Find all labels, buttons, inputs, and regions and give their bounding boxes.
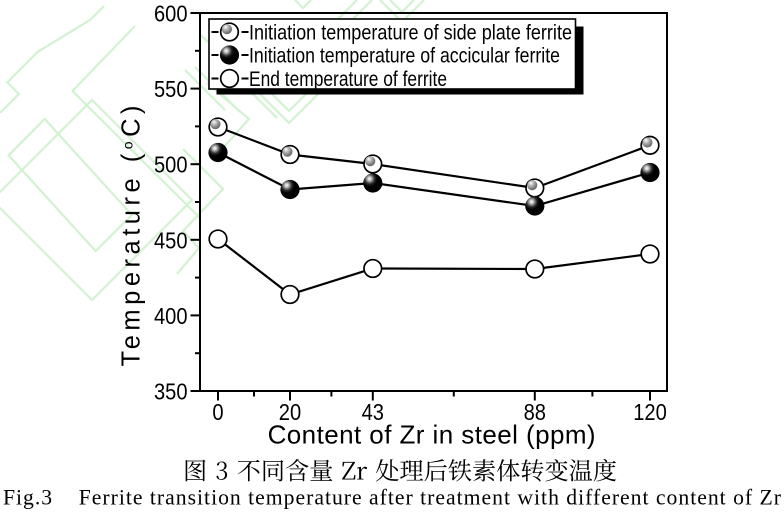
- svg-text:0: 0: [212, 399, 223, 425]
- svg-text:43: 43: [362, 399, 384, 425]
- svg-text:450: 450: [154, 227, 188, 253]
- svg-text:400: 400: [154, 303, 188, 329]
- svg-text:88: 88: [524, 399, 546, 425]
- svg-text:Initiation temperature of side: Initiation temperature of side plate fer…: [249, 21, 572, 44]
- svg-text:End temperature of ferrite: End temperature of ferrite: [249, 68, 447, 91]
- svg-text:Initiation temperature of acci: Initiation temperature of accicular ferr…: [249, 44, 560, 67]
- svg-text:500: 500: [154, 152, 188, 178]
- svg-text:Temperature (oC): Temperature (oC): [118, 106, 146, 367]
- svg-text:600: 600: [154, 1, 188, 27]
- svg-text:20: 20: [279, 399, 301, 425]
- svg-text:120: 120: [633, 399, 667, 425]
- svg-text:550: 550: [154, 76, 188, 102]
- svg-text:Content of Zr in steel (ppm): Content of Zr in steel (ppm): [268, 420, 596, 450]
- svg-text:Fig.3 Ferrite transition te: Fig.3 Ferrite transition temperature aft…: [3, 486, 782, 510]
- svg-text:350: 350: [154, 379, 188, 405]
